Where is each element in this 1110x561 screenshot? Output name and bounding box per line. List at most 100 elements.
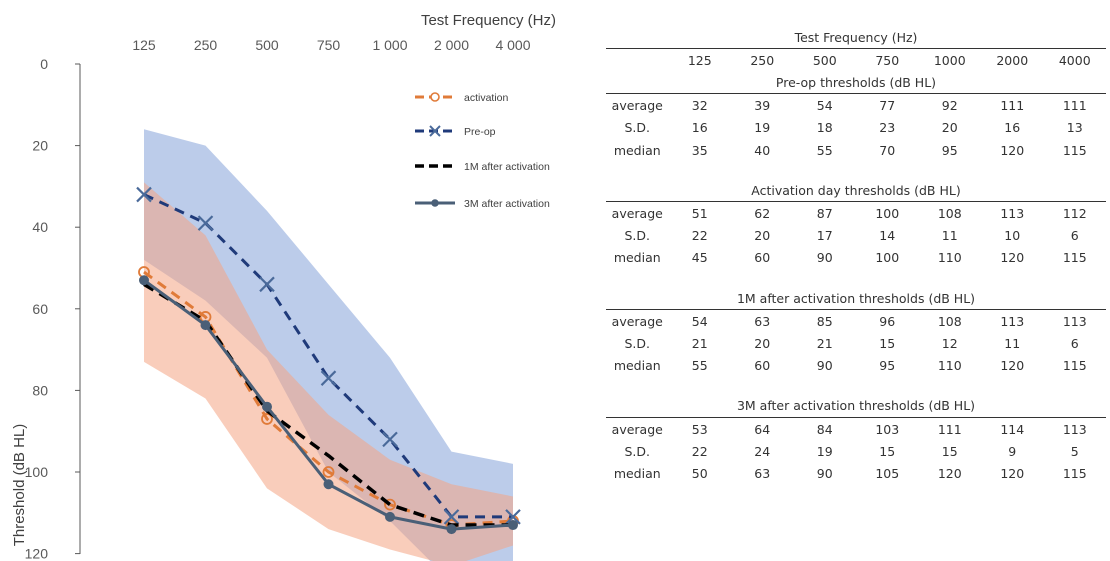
data-point [261, 413, 273, 425]
table-row: average 51 62 87 100 108 113 112 [606, 202, 1106, 225]
column-header: 2000 [996, 52, 1029, 68]
value-cell: 96 [879, 313, 896, 329]
series-1 [136, 186, 521, 525]
value-cell: 112 [1062, 205, 1087, 221]
y-tick-label: 40 [32, 219, 48, 235]
value-cell: 77 [879, 97, 896, 113]
row-label: median [613, 466, 661, 482]
column-header: 250 [750, 52, 775, 68]
value-cell: 6 [1070, 228, 1079, 244]
data-point [443, 509, 460, 525]
y-tick-label: 80 [32, 382, 48, 398]
value-cell: 19 [816, 443, 833, 459]
thresholds-table-grid: Test Frequency (Hz) 125 250 500 750 1000 2000 4… [606, 26, 1106, 485]
value-cell: 113 [1000, 313, 1025, 329]
x-tick-label: 250 [194, 37, 218, 53]
value-cell: 120 [1000, 142, 1025, 158]
y-axis-title: Threshold (dB HL) [11, 424, 28, 547]
section-gap [606, 377, 1106, 395]
section-gap [606, 161, 1106, 179]
value-cell: 35 [691, 142, 708, 158]
value-cell: 10 [1004, 228, 1021, 244]
column-header: 1000 [933, 52, 966, 68]
value-cell: 6 [1070, 336, 1079, 352]
data-point [508, 520, 518, 531]
value-cell: 19 [754, 120, 771, 136]
row-label: S.D. [624, 443, 650, 459]
x-tick-label: 125 [132, 37, 156, 53]
row-label: S.D. [624, 228, 650, 244]
value-cell: 64 [754, 421, 771, 437]
column-header: 500 [812, 52, 837, 68]
value-cell: 15 [879, 443, 896, 459]
value-cell: 62 [754, 205, 771, 221]
table-row: S.D. 16 19 18 23 20 16 13 [606, 117, 1106, 139]
value-cell: 87 [816, 205, 833, 221]
value-cell: 111 [937, 421, 962, 437]
x-tick-label: 1 000 [372, 37, 407, 53]
section-title: Activation day thresholds (dB HL) [606, 179, 1106, 203]
value-cell: 20 [754, 336, 771, 352]
value-cell: 54 [816, 97, 833, 113]
table-row: S.D. 22 20 17 14 11 10 6 [606, 224, 1106, 246]
value-cell: 24 [754, 443, 771, 459]
value-cell: 63 [754, 466, 771, 482]
legend-label: Pre-op [464, 126, 496, 138]
table-corner [606, 49, 669, 72]
value-cell: 22 [691, 228, 708, 244]
value-cell: 32 [691, 97, 708, 113]
sd-band-0 [144, 129, 513, 561]
value-cell: 39 [754, 97, 771, 113]
value-cell: 111 [1000, 97, 1025, 113]
value-cell: 20 [754, 228, 771, 244]
value-cell: 113 [1000, 205, 1025, 221]
value-cell: 54 [691, 313, 708, 329]
row-label: average [611, 421, 663, 437]
row-label: average [611, 97, 663, 113]
value-cell: 103 [875, 421, 900, 437]
value-cell: 120 [1000, 250, 1025, 266]
table-row: median 45 60 90 100 110 120 115 [606, 247, 1106, 269]
value-cell: 110 [937, 250, 962, 266]
data-point [197, 215, 214, 231]
value-cell: 108 [937, 313, 962, 329]
value-cell: 113 [1062, 313, 1087, 329]
value-cell: 100 [875, 250, 900, 266]
column-header: 4000 [1058, 52, 1091, 68]
row-label: median [613, 250, 661, 266]
value-cell: 11 [941, 228, 958, 244]
value-cell: 9 [1008, 443, 1017, 459]
value-cell: 11 [1004, 336, 1021, 352]
legend-label: 1M after activation [464, 161, 550, 173]
data-point [136, 186, 152, 203]
value-cell: 92 [941, 97, 958, 113]
value-cell: 90 [816, 250, 833, 266]
value-cell: 120 [937, 466, 962, 482]
data-point [259, 276, 275, 293]
value-cell: 90 [816, 358, 833, 374]
table-row: average 54 63 85 96 108 113 113 [606, 310, 1106, 333]
section-gap [606, 269, 1106, 287]
value-cell: 114 [1000, 421, 1025, 437]
value-cell: 115 [1062, 250, 1087, 266]
y-tick-label: 0 [40, 56, 48, 72]
thresholds-table: Test Frequency (Hz) 125 250 500 750 1000 2000 4… [606, 26, 1106, 485]
table-row: median 50 63 90 105 120 120 115 [606, 463, 1106, 485]
value-cell: 90 [816, 466, 833, 482]
value-cell: 95 [941, 142, 958, 158]
column-header: 750 [875, 52, 900, 68]
value-cell: 120 [1000, 358, 1025, 374]
value-cell: 115 [1062, 142, 1087, 158]
legend-item: activation [415, 92, 509, 104]
data-point [323, 479, 334, 490]
value-cell: 63 [754, 313, 771, 329]
value-cell: 55 [691, 358, 708, 374]
value-cell: 108 [937, 205, 962, 221]
value-cell: 21 [816, 336, 833, 352]
audiogram-chart: Test Frequency (Hz) 125 250 500 750 1 000 2 0… [11, 12, 556, 561]
row-label: average [611, 205, 663, 221]
data-point [382, 431, 398, 448]
value-cell: 13 [1066, 120, 1083, 136]
value-cell: 16 [691, 120, 708, 136]
value-cell: 113 [1062, 421, 1087, 437]
